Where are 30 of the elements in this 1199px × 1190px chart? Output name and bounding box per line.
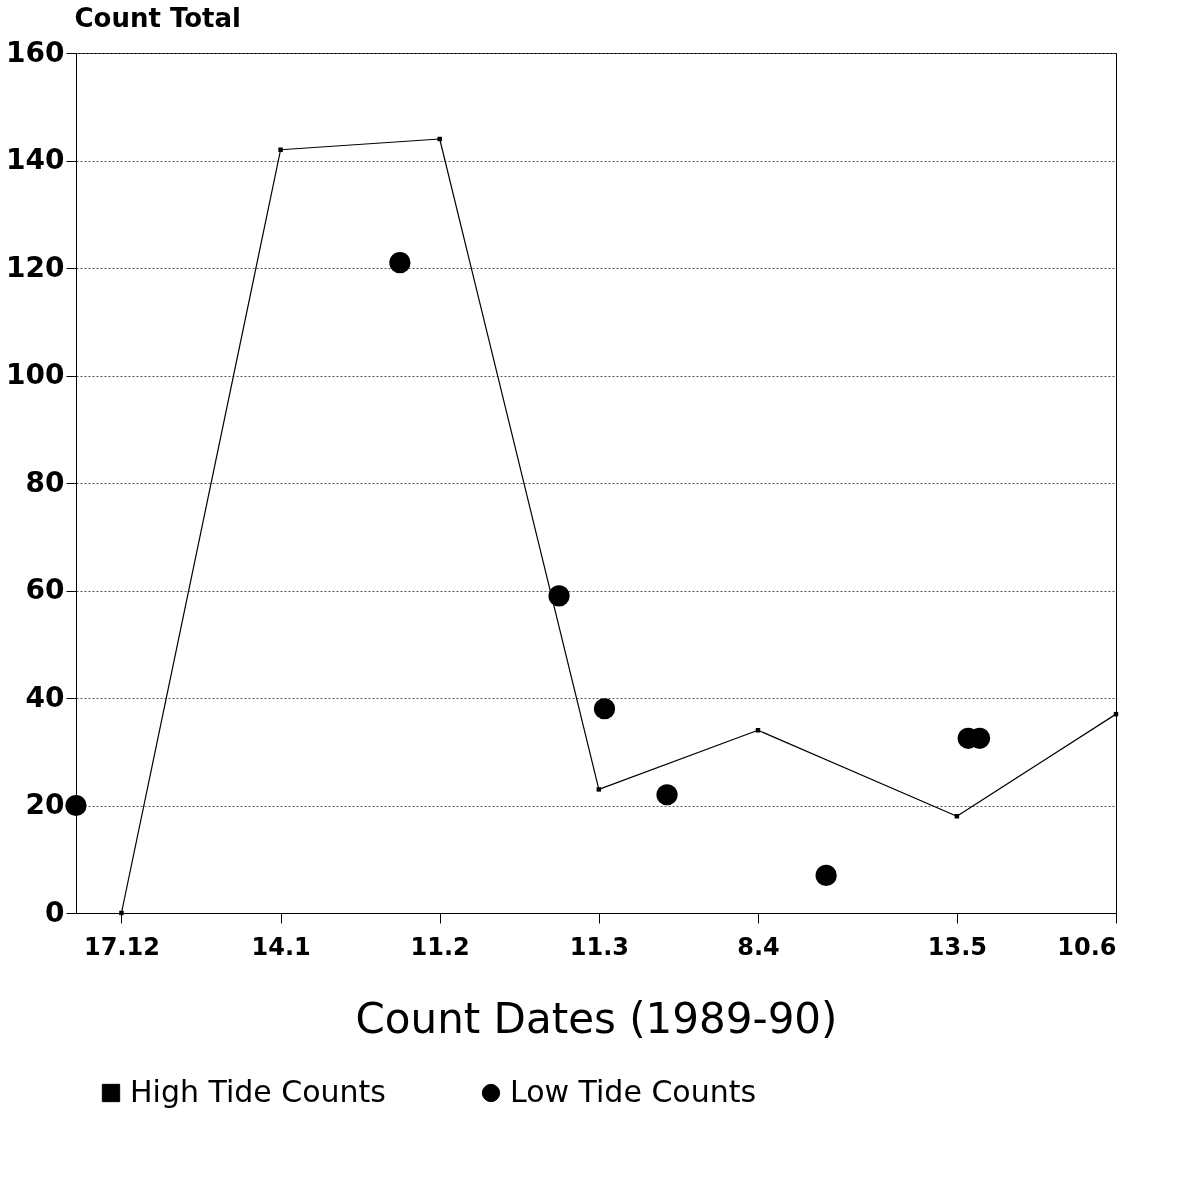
y-tick-label: 0	[45, 895, 65, 929]
point	[548, 585, 570, 607]
y-tick-label: 20	[25, 788, 65, 821]
point	[656, 784, 678, 806]
x-tick-label: 14.1	[251, 932, 311, 961]
point	[593, 698, 616, 720]
point	[65, 794, 87, 817]
y-tick-label: 140	[6, 143, 65, 176]
point	[119, 910, 124, 916]
x-tick-label: 10.6	[1057, 932, 1117, 961]
x-tick-label: 13.5	[927, 932, 987, 961]
x-tick-label: 8.4	[737, 932, 780, 961]
x-axis-title: Count Dates (1989-90)	[355, 993, 838, 1043]
x-tick-label: 11.2	[410, 932, 470, 961]
point	[596, 787, 602, 792]
y-tick-label: 100	[6, 358, 65, 391]
point	[278, 147, 283, 152]
y-tick-label: 40	[25, 680, 65, 714]
y-tick-label: 160	[6, 35, 65, 69]
legend-label: Low Tide Counts	[510, 1074, 757, 1109]
point	[815, 864, 837, 886]
x-tick-label: 11.3	[569, 932, 629, 961]
y-tick-label: 80	[25, 465, 65, 499]
y-tick-label: 120	[6, 250, 65, 284]
y-tick-label: 60	[25, 573, 65, 606]
y-axis-title: Count Total	[74, 2, 241, 33]
point	[389, 252, 411, 274]
point	[437, 136, 442, 142]
legend-label: High Tide Counts	[130, 1074, 386, 1109]
x-tick-label: 17.12	[84, 932, 160, 961]
